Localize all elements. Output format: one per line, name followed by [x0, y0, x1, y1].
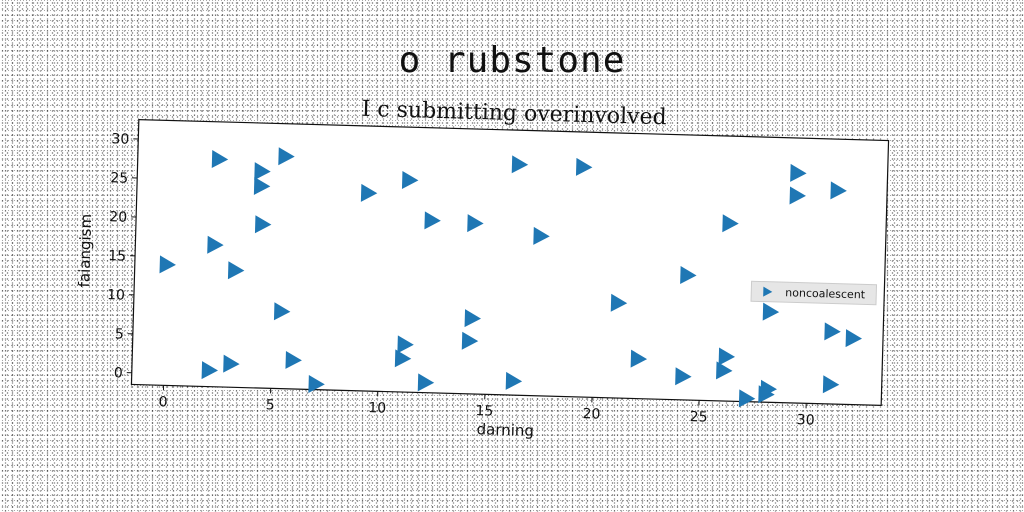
data-point [207, 235, 224, 254]
legend: noncoalescent [750, 280, 878, 306]
legend-label: noncoalescent [785, 286, 866, 301]
data-point [718, 347, 736, 366]
data-point [511, 155, 529, 174]
plot-area: I c submitting overinvolved 0 5 10 15 20 25 30… [75, 97, 890, 440]
data-point [223, 354, 240, 373]
data-point [789, 186, 806, 205]
y-tick-label: 10 [107, 287, 125, 303]
figure-suptitle: o rubstone [398, 40, 626, 81]
data-point [762, 302, 780, 321]
legend-marker [763, 286, 773, 297]
data-points [159, 147, 863, 408]
data-point [722, 214, 739, 233]
data-point [417, 373, 435, 392]
data-point [716, 361, 733, 380]
y-tick-label: 15 [108, 248, 126, 264]
axis-ticks: 0 5 10 15 20 25 30 0 5 10 15 20 25 30 [107, 131, 815, 428]
y-tick-label: 30 [111, 131, 129, 147]
data-point [680, 266, 697, 285]
data-point [254, 215, 272, 234]
data-point [424, 211, 441, 230]
y-tick-label: 25 [110, 170, 128, 186]
data-point [830, 181, 847, 200]
x-tick-label: 0 [158, 394, 167, 410]
x-tick-label: 10 [368, 400, 386, 416]
data-point [467, 214, 484, 233]
chart-title: I c submitting overinvolved [361, 97, 667, 131]
data-point [159, 255, 176, 274]
data-point [845, 329, 863, 348]
data-point [675, 367, 692, 386]
axes-frame [130, 118, 890, 407]
data-point [394, 349, 412, 368]
data-point [760, 379, 777, 398]
x-tick-label: 20 [582, 406, 600, 422]
data-point [308, 374, 325, 393]
y-tick-label: 0 [114, 365, 123, 381]
data-point [533, 226, 550, 245]
data-point [630, 349, 648, 368]
y-tick-label: 20 [109, 209, 127, 225]
x-axis-label: darning [476, 420, 534, 440]
data-point [824, 322, 841, 341]
data-point [285, 350, 302, 369]
data-point [278, 147, 295, 166]
data-point [254, 162, 271, 181]
x-tick-label: 5 [266, 397, 275, 413]
data-point [211, 150, 229, 169]
y-axis-label: faiangism [75, 214, 95, 288]
data-point [227, 261, 245, 280]
y-tick-label: 5 [115, 326, 124, 342]
x-tick-label: 30 [797, 412, 815, 428]
legend-box [750, 280, 878, 306]
data-point [360, 183, 378, 202]
data-point [401, 170, 419, 189]
x-tick-label: 25 [689, 409, 707, 425]
data-point [738, 389, 756, 408]
data-point [273, 302, 291, 321]
data-point [461, 331, 479, 350]
x-tick-label: 15 [475, 403, 493, 419]
data-point [505, 371, 523, 390]
data-point [253, 176, 271, 195]
data-point [822, 375, 840, 394]
data-point [397, 335, 414, 354]
data-point [464, 309, 481, 328]
data-point [610, 293, 628, 312]
data-point [790, 163, 807, 182]
data-point [575, 157, 593, 176]
data-point [201, 361, 219, 380]
